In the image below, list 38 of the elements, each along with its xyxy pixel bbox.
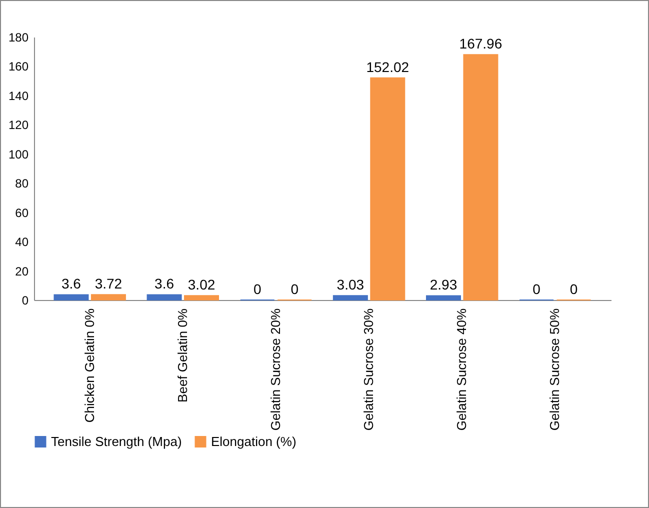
legend-label: Tensile Strength (Mpa) [51,434,182,449]
x-tick-label: Gelatin Sucrose 50% [547,308,562,431]
y-tick-label: 40 [15,235,29,250]
bar [332,295,368,300]
data-label: 3.02 [188,276,216,293]
bar [90,294,126,300]
bar [426,295,461,300]
data-label: 0 [253,281,262,297]
data-label: 3.03 [336,276,364,293]
data-label: 3.72 [94,276,122,292]
data-label: 0 [290,281,299,297]
bar [184,295,220,300]
x-tick-label: Chicken Gelatin 0% [82,308,97,423]
y-tick-label: 0 [22,294,29,308]
x-tick-label: Gelatin Sucrose 20% [268,308,283,431]
data-label: 3.6 [154,276,174,292]
y-tick-label: 180 [8,30,29,44]
y-tick-label: 120 [8,118,29,132]
data-label: 3.6 [61,276,82,292]
bar [146,294,182,300]
y-tick-label: 140 [8,88,29,103]
y-tick-label: 60 [15,206,29,220]
x-tick-label: Beef Gelatin 0% [174,308,190,402]
legend-label: Elongation (%) [211,434,296,449]
bar [463,54,498,300]
data-label: 167.96 [459,36,502,52]
bar [370,77,406,300]
x-tick-label: Gelatin Sucrose 40% [454,308,470,431]
data-label: 152.02 [366,58,410,75]
data-label: 2.93 [430,276,458,293]
bar [54,294,89,300]
data-label: 0 [532,281,541,297]
y-tick-label: 160 [8,60,29,74]
y-tick-label: 100 [8,147,29,162]
y-tick-label: 20 [15,264,29,278]
data-label: 0 [570,281,578,297]
x-tick-label: Gelatin Sucrose 30% [361,308,376,431]
y-tick-label: 80 [15,176,29,191]
